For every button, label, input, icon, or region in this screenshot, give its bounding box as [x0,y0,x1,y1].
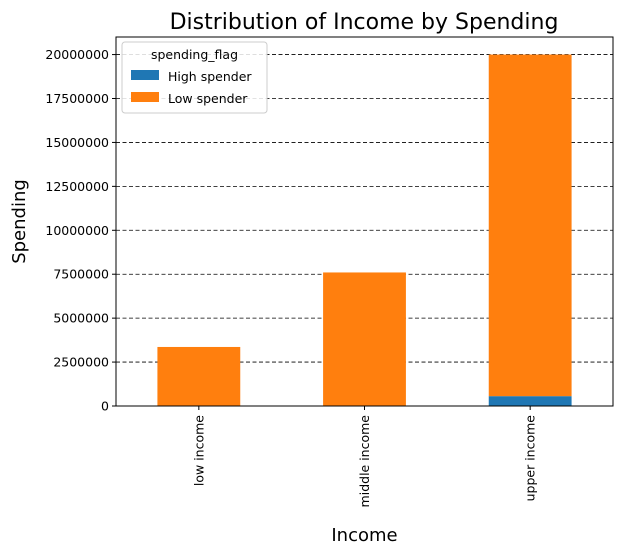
legend-swatch [131,92,159,102]
bar-low-spender [488,54,572,397]
y-axis-label: Spending [9,179,30,264]
chart-title: Distribution of Income by Spending [170,10,559,35]
legend-items: High spender Low spender [131,69,252,106]
x-tick-label: middle income [357,415,372,508]
x-axis-ticks: low income middle income upper income [191,406,538,508]
y-tick-label: 10000000 [45,223,109,238]
bar-high-spender [488,396,572,406]
legend-swatch [131,70,159,80]
bar-series [157,54,572,406]
x-tick-label: low income [191,415,206,486]
y-tick-label: 15000000 [45,135,109,150]
y-tick-label: 5000000 [53,311,109,326]
y-tick-label: 12500000 [45,179,109,194]
x-axis-label: Income [331,525,397,546]
bar-low-spender [157,346,241,406]
y-axis-ticks: 0 2500000 5000000 7500000 10000000 12500000 15… [45,47,116,414]
legend-title: spending_flag [151,47,238,62]
legend-label: Low spender [168,91,248,106]
y-tick-label: 7500000 [53,267,109,282]
legend-label: High spender [168,69,252,84]
y-tick-label: 17500000 [45,91,109,106]
y-tick-label: 0 [101,399,109,414]
y-tick-label: 20000000 [45,47,109,62]
bar-low-spender [323,272,406,406]
legend: spending_flag High spender Low spender [121,41,268,114]
x-tick-label: upper income [523,415,538,502]
y-tick-label: 2500000 [53,355,109,370]
